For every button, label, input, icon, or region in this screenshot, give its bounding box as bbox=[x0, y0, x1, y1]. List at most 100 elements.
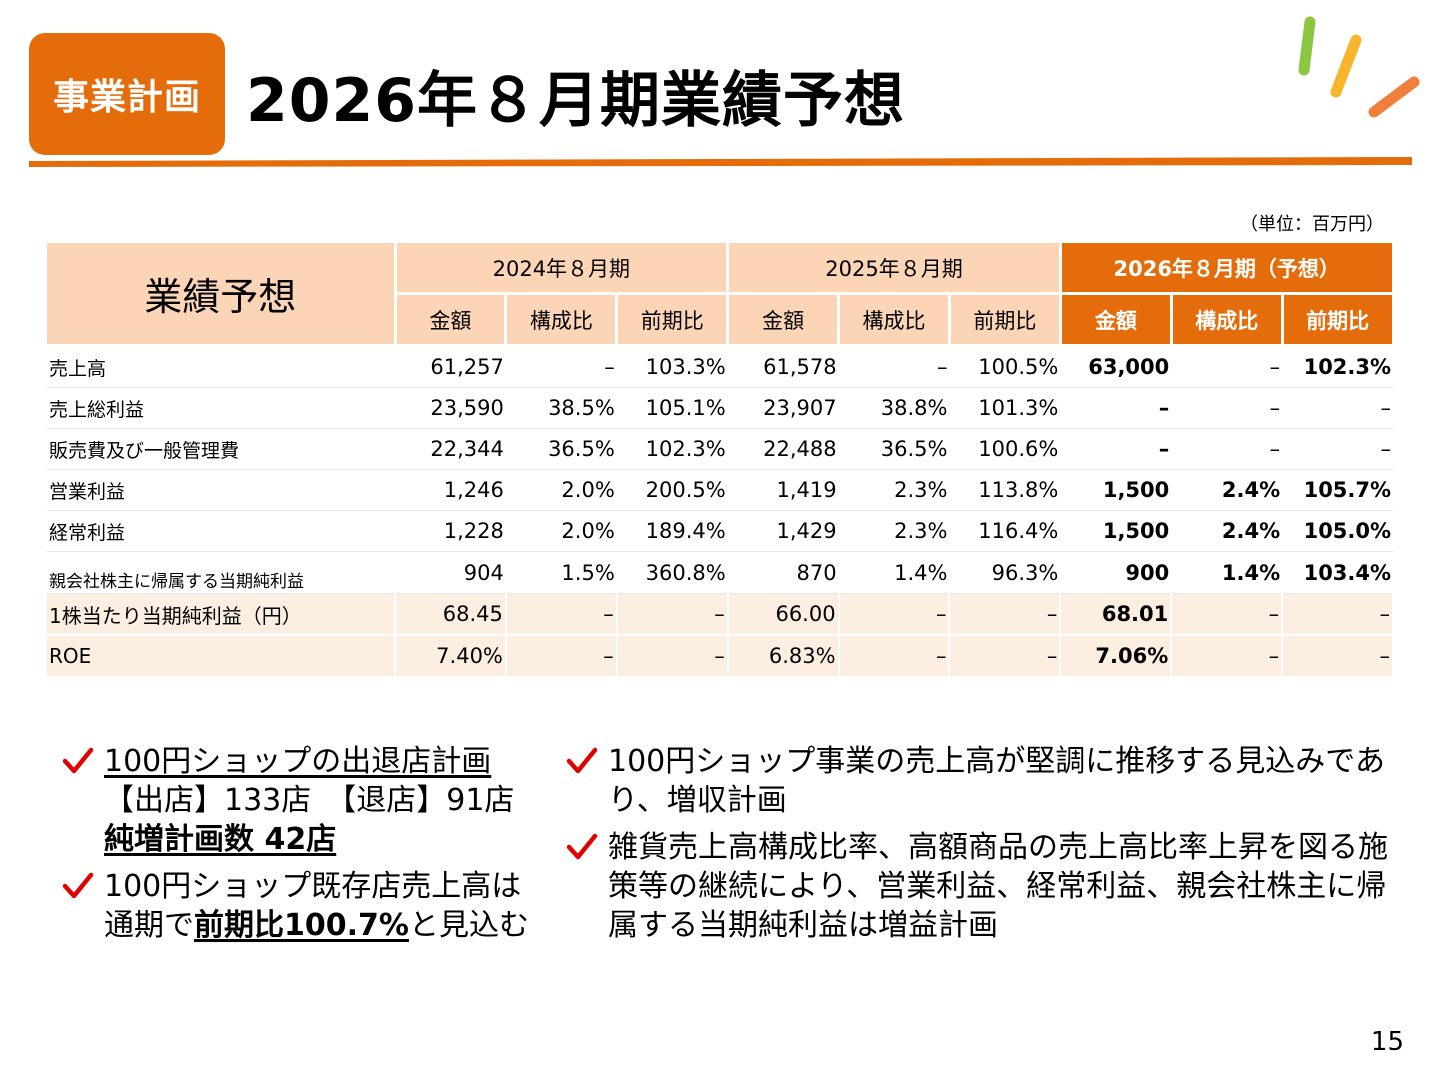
bullet-text: 純増計画数 42店 bbox=[104, 822, 337, 857]
table-cell: 1,500 bbox=[1060, 510, 1172, 552]
table-cell: 1.4% bbox=[838, 551, 950, 594]
bullet-text: 100円ショップ事業の売上高が堅調に推移する見込みであり、増収計画 bbox=[608, 744, 1385, 818]
table-cell: 116.4% bbox=[949, 510, 1061, 552]
unit-note: （単位：百万円） bbox=[1240, 214, 1384, 235]
table-cell: – bbox=[1171, 428, 1283, 470]
table-cell: 189.4% bbox=[616, 510, 728, 552]
table-cell: – bbox=[838, 345, 950, 388]
checkmark-icon bbox=[566, 832, 598, 860]
row-label: 親会社株主に帰属する当期純利益 bbox=[47, 551, 395, 594]
table-cell: 6.83% bbox=[727, 635, 840, 678]
table-cell: 7.40% bbox=[395, 635, 507, 678]
table-cell: 23,590 bbox=[395, 387, 506, 429]
table-row: 販売費及び一般管理費 22,344 36.5% 102.3% 22,488 36… bbox=[47, 428, 1394, 470]
table-cell: 66.00 bbox=[727, 593, 840, 636]
table-cell: 38.5% bbox=[505, 387, 617, 429]
table-cell: 2.3% bbox=[838, 510, 950, 552]
table-cell: – bbox=[1282, 387, 1394, 429]
checkmark-icon bbox=[62, 746, 94, 774]
table-cell: 68.01 bbox=[1060, 593, 1173, 636]
bullet-emphasis: 前期比100.7% bbox=[194, 908, 409, 943]
table-row: 1株当たり当期純利益（円） 68.45 – – 66.00 – – 68.01 … bbox=[47, 593, 1395, 636]
row-label: 売上総利益 bbox=[47, 387, 395, 429]
table-cell: – bbox=[1060, 428, 1172, 470]
table-row: 売上高 61,257 – 103.3% 61,578 – 100.5% 63,0… bbox=[47, 345, 1394, 388]
table-cell: 102.3% bbox=[616, 428, 728, 470]
bullet-text-part: と見込む bbox=[408, 908, 529, 943]
period-header-2024: 2024年８月期 bbox=[395, 243, 730, 295]
bullet-text: 100円ショップ既存店売上高は bbox=[104, 869, 522, 904]
subheader-yoy: 前期比 bbox=[1282, 293, 1395, 347]
page-number: 15 bbox=[1370, 1027, 1404, 1057]
row-label: 経常利益 bbox=[47, 510, 395, 552]
table-cell: 22,488 bbox=[727, 428, 839, 470]
table-cell: 1,500 bbox=[1060, 469, 1172, 511]
table-cell: 113.8% bbox=[949, 469, 1061, 511]
title-underline bbox=[29, 157, 1412, 167]
bullet-text: 通期で前期比100.7%と見込む bbox=[104, 906, 542, 945]
table-cell: 1.4% bbox=[1171, 551, 1283, 594]
table-row: 親会社株主に帰属する当期純利益 904 1.5% 360.8% 870 1.4%… bbox=[47, 551, 1394, 594]
table-cell: 105.0% bbox=[1282, 510, 1394, 552]
table-cell: – bbox=[1282, 428, 1394, 470]
table-cell: – bbox=[838, 635, 951, 678]
table-row: 経常利益 1,228 2.0% 189.4% 1,429 2.3% 116.4%… bbox=[47, 510, 1394, 552]
row-label: 1株当たり当期純利益（円） bbox=[47, 593, 396, 636]
subheader-ratio: 構成比 bbox=[1171, 293, 1284, 347]
table-cell: 36.5% bbox=[505, 428, 617, 470]
table-cell: 36.5% bbox=[838, 428, 950, 470]
table-cell: – bbox=[505, 635, 618, 678]
table-cell: 2.4% bbox=[1171, 469, 1283, 511]
subheader-amount: 金額 bbox=[395, 293, 508, 347]
table-cell: 100.6% bbox=[949, 428, 1061, 470]
subheader-amount: 金額 bbox=[727, 293, 841, 347]
table-cell: – bbox=[1171, 593, 1284, 636]
bullet-item: 100円ショップ事業の売上高が堅調に推移する見込みであり、増収計画 bbox=[566, 742, 1396, 820]
table-cell: 904 bbox=[395, 551, 506, 594]
period-header-2025: 2025年８月期 bbox=[727, 243, 1062, 295]
table-cell: 2.0% bbox=[505, 469, 617, 511]
checkmark-icon bbox=[62, 871, 94, 899]
table-cell: 38.8% bbox=[838, 387, 950, 429]
forecast-table: 業績予想 2024年８月期 2025年８月期 2026年８月期（予想） 金額 構… bbox=[47, 243, 1395, 678]
table-cell: – bbox=[949, 635, 1062, 678]
period-header-2026-forecast: 2026年８月期（予想） bbox=[1060, 243, 1395, 295]
bullet-text-part: 通期で bbox=[104, 908, 194, 943]
table-row: ROE 7.40% – – 6.83% – – 7.06% – – bbox=[47, 635, 1395, 678]
section-tag: 事業計画 bbox=[29, 33, 225, 155]
table-cell: – bbox=[949, 593, 1062, 636]
table-cell: – bbox=[1171, 635, 1284, 678]
table-cell: 96.3% bbox=[949, 551, 1061, 594]
decorative-strokes-icon bbox=[1290, 12, 1430, 122]
table-cell: 61,578 bbox=[727, 345, 839, 388]
bullet-list-left: 100円ショップの出退店計画 【出店】133店 【退店】91店 純増計画数 42… bbox=[62, 742, 542, 953]
subheader-amount: 金額 bbox=[1060, 293, 1173, 347]
subheader-ratio: 構成比 bbox=[505, 293, 619, 347]
table-cell: – bbox=[505, 345, 617, 388]
table-cell: – bbox=[616, 593, 729, 636]
table-cell: 68.45 bbox=[395, 593, 507, 636]
table-cell: 200.5% bbox=[616, 469, 728, 511]
table-cell: 2.3% bbox=[838, 469, 950, 511]
checkmark-icon bbox=[566, 746, 598, 774]
table-cell: 105.7% bbox=[1282, 469, 1394, 511]
row-label: 営業利益 bbox=[47, 469, 395, 511]
table-cell: 61,257 bbox=[395, 345, 506, 388]
table-cell: – bbox=[505, 593, 618, 636]
table-cell: 103.4% bbox=[1282, 551, 1394, 594]
table-cell: 101.3% bbox=[949, 387, 1061, 429]
table-cell: 100.5% bbox=[949, 345, 1061, 388]
table-cell: 2.4% bbox=[1171, 510, 1283, 552]
table-cell: 1,419 bbox=[727, 469, 839, 511]
table-cell: 105.1% bbox=[616, 387, 728, 429]
table-cell: 7.06% bbox=[1060, 635, 1173, 678]
subheader-yoy: 前期比 bbox=[949, 293, 1062, 347]
table-cell: 22,344 bbox=[395, 428, 506, 470]
page-title: 2026年８月期業績予想 bbox=[246, 66, 905, 136]
table-cell: 103.3% bbox=[616, 345, 728, 388]
table-cell: 23,907 bbox=[727, 387, 839, 429]
table-cell: – bbox=[1282, 593, 1395, 636]
table-cell: – bbox=[1060, 387, 1172, 429]
row-label: 販売費及び一般管理費 bbox=[47, 428, 395, 470]
bullet-text: 【出店】133店 【退店】91店 bbox=[104, 783, 515, 818]
